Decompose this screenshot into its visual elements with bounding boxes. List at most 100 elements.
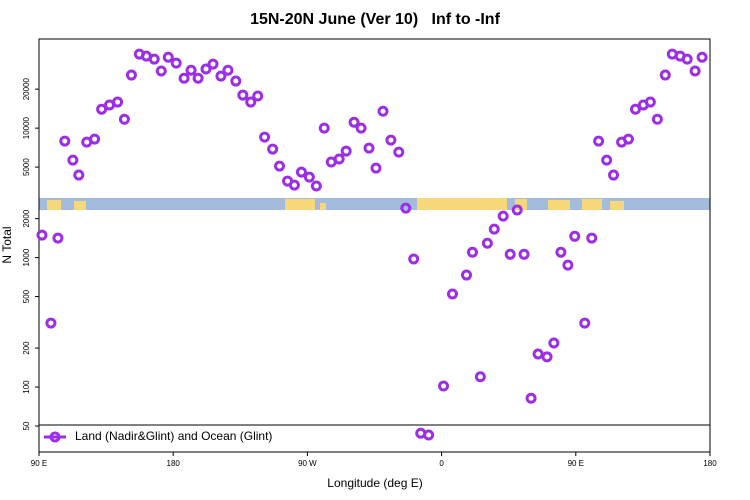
point xyxy=(659,69,671,81)
point xyxy=(644,96,656,108)
point xyxy=(259,131,271,143)
point xyxy=(363,142,375,154)
legend-marker xyxy=(49,431,61,443)
point xyxy=(681,53,693,65)
point xyxy=(423,429,435,441)
point xyxy=(579,317,591,329)
point xyxy=(408,253,420,265)
point xyxy=(481,237,493,249)
point xyxy=(438,380,450,392)
point xyxy=(215,70,227,82)
point xyxy=(593,135,605,147)
point xyxy=(288,179,300,191)
point xyxy=(340,145,352,157)
point xyxy=(303,171,315,183)
point xyxy=(548,337,560,349)
y-tick-label: 5000 xyxy=(22,158,31,176)
point xyxy=(622,133,634,145)
point xyxy=(89,133,101,145)
point xyxy=(651,113,663,125)
point xyxy=(36,229,48,241)
point xyxy=(45,317,57,329)
point xyxy=(608,169,620,181)
point xyxy=(222,64,234,76)
point xyxy=(295,166,307,178)
point xyxy=(586,232,598,244)
point xyxy=(393,146,405,158)
point xyxy=(461,269,473,281)
x-tick-label: 90 E xyxy=(568,459,584,468)
point xyxy=(377,105,389,117)
point xyxy=(355,122,367,134)
plot-frame xyxy=(38,38,711,453)
y-tick-label: 50 xyxy=(22,421,31,430)
point xyxy=(310,180,322,192)
point xyxy=(532,348,544,360)
point xyxy=(59,135,71,147)
point xyxy=(348,116,360,128)
legend-label: Land (Nadir&Glint) and Ocean (Glint) xyxy=(75,429,272,443)
point xyxy=(629,103,641,115)
point xyxy=(67,154,79,166)
point xyxy=(474,371,486,383)
point xyxy=(555,246,567,258)
point xyxy=(185,64,197,76)
point xyxy=(518,248,530,260)
y-axis-label: N Total xyxy=(0,226,14,263)
point xyxy=(200,63,212,75)
y-tick-label: 20000 xyxy=(22,77,31,100)
x-axis-label: Longitude (deg E) xyxy=(327,476,422,490)
x-tick-label: 180 xyxy=(703,459,717,468)
point xyxy=(252,90,264,102)
point xyxy=(207,58,219,70)
point xyxy=(696,51,708,63)
point xyxy=(178,72,190,84)
point xyxy=(237,89,249,101)
point xyxy=(511,204,523,216)
x-tick-label: 180 xyxy=(167,459,181,468)
point xyxy=(148,53,160,65)
point xyxy=(689,65,701,77)
point xyxy=(125,69,137,81)
point xyxy=(488,223,500,235)
point xyxy=(385,134,397,146)
point xyxy=(52,232,64,244)
point xyxy=(155,65,167,77)
point xyxy=(73,169,85,181)
point xyxy=(569,230,581,242)
point xyxy=(162,51,174,63)
point xyxy=(96,103,108,115)
point xyxy=(118,113,130,125)
point xyxy=(525,392,537,404)
x-tick-label: 90 E xyxy=(31,459,47,468)
point xyxy=(333,153,345,165)
point xyxy=(400,202,412,214)
point xyxy=(541,351,553,363)
x-tick-label: 0 xyxy=(439,459,444,468)
y-tick-label: 500 xyxy=(22,289,31,303)
x-tick-label: 90 W xyxy=(298,459,317,468)
map-band xyxy=(39,198,710,210)
point xyxy=(245,96,257,108)
point xyxy=(562,259,574,271)
y-tick-label: 200 xyxy=(22,341,31,355)
point xyxy=(267,143,279,155)
point xyxy=(497,210,509,222)
point xyxy=(112,96,124,108)
y-tick-label: 1000 xyxy=(22,248,31,266)
point xyxy=(192,72,204,84)
y-tick-label: 10000 xyxy=(22,116,31,139)
y-tick-label: 100 xyxy=(22,380,31,394)
point xyxy=(601,154,613,166)
point xyxy=(318,122,330,134)
point xyxy=(230,75,242,87)
point xyxy=(504,248,516,260)
y-tick-label: 2000 xyxy=(22,209,31,227)
point xyxy=(170,57,182,69)
point xyxy=(446,288,458,300)
point xyxy=(370,162,382,174)
chart-title: 15N-20N June (Ver 10) Inf to -Inf xyxy=(250,11,501,28)
point xyxy=(274,160,286,172)
point xyxy=(466,246,478,258)
